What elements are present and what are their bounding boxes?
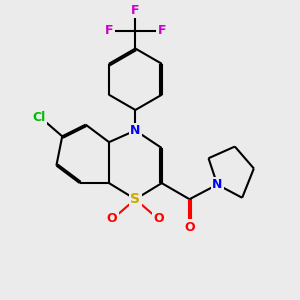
Text: O: O bbox=[107, 212, 117, 225]
Text: F: F bbox=[105, 25, 113, 38]
Text: O: O bbox=[184, 220, 195, 233]
Text: F: F bbox=[131, 4, 140, 17]
Text: Cl: Cl bbox=[32, 111, 46, 124]
Text: F: F bbox=[158, 25, 166, 38]
Text: N: N bbox=[130, 124, 141, 137]
Text: O: O bbox=[154, 212, 164, 225]
Text: N: N bbox=[212, 178, 223, 191]
Text: S: S bbox=[130, 192, 140, 206]
